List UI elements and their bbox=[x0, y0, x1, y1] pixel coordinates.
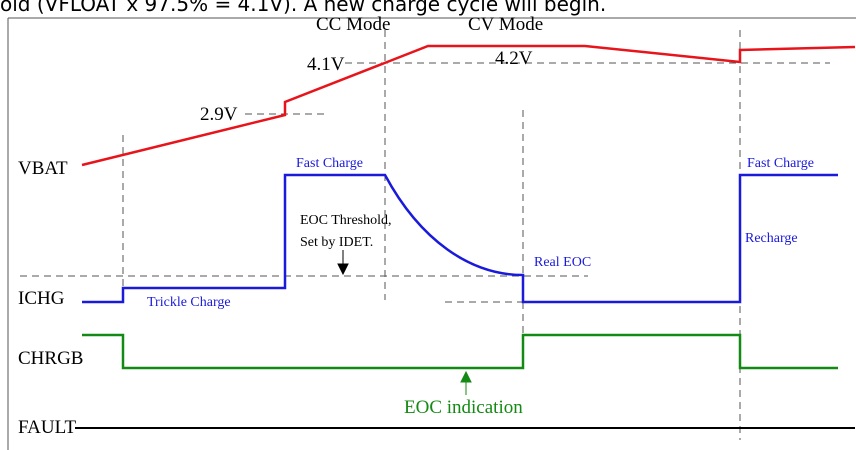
v41-label: 4.1V bbox=[307, 54, 345, 75]
arrow-eoc bbox=[460, 370, 472, 395]
guides bbox=[20, 30, 830, 440]
ichg-line bbox=[82, 173, 838, 304]
cc-mode: CC Mode bbox=[316, 14, 390, 35]
v29-label: 2.9V bbox=[200, 104, 238, 125]
real-eoc: Real EOC bbox=[534, 255, 591, 270]
arrow-threshold bbox=[337, 250, 349, 276]
chrgb-line bbox=[82, 333, 838, 370]
frame bbox=[7, 17, 856, 450]
cv-mode: CV Mode bbox=[468, 14, 543, 35]
vbat-label: VBAT bbox=[18, 158, 68, 179]
eoc-threshold: EOC Threshold, bbox=[300, 213, 392, 228]
fast-charge: Fast Charge bbox=[296, 156, 363, 171]
trickle-charge: Trickle Charge bbox=[147, 295, 231, 310]
header-text: old (VFLOAT x 97.5% = 4.1V). A new charg… bbox=[0, 0, 606, 16]
eoc-threshold: Set by IDET. bbox=[300, 235, 373, 250]
ichg-label: ICHG bbox=[18, 288, 65, 309]
fault-label: FAULT bbox=[18, 417, 76, 438]
chrgb-label: CHRGB bbox=[18, 348, 83, 369]
eoc-indication: EOC indication bbox=[404, 397, 523, 418]
fast-charge: Fast Charge bbox=[747, 156, 814, 171]
recharge: Recharge bbox=[745, 231, 798, 246]
v42-label: 4.2V bbox=[495, 48, 533, 69]
vbat-line bbox=[81, 44, 856, 167]
